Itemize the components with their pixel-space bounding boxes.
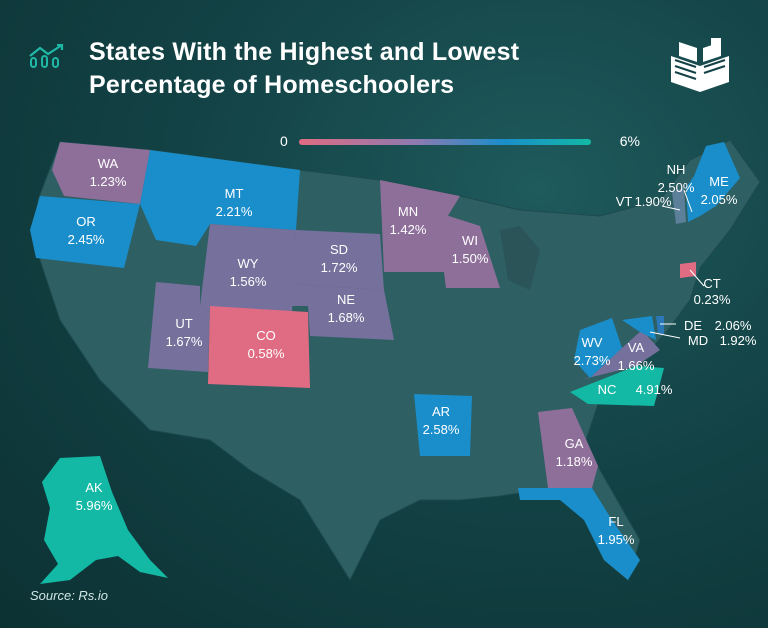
label-ne-code: NE (337, 292, 355, 307)
legend-max-label: 6% (619, 133, 640, 149)
state-nc (570, 366, 664, 406)
label-mn-value: 1.42% (390, 222, 427, 237)
label-ak-code: AK (85, 480, 103, 495)
state-fl (518, 488, 640, 580)
label-co-value: 0.58% (248, 346, 285, 361)
title-line-1: States With the Highest and Lowest (89, 38, 520, 66)
label-nc-value: 4.91% (636, 382, 673, 397)
label-ar-value: 2.58% (423, 422, 460, 437)
title-line-2: Percentage of Homeschoolers (89, 71, 455, 99)
label-nh-code: NH (667, 162, 686, 177)
state-nh (686, 176, 700, 222)
state-mn (380, 180, 460, 272)
label-sd-code: SD (330, 242, 348, 257)
label-ga-code: GA (565, 436, 584, 451)
label-or-value: 2.45% (68, 232, 105, 247)
label-nc-code: NC (598, 382, 617, 397)
color-scale-legend: 0 6% (280, 130, 640, 154)
label-or-code: OR (76, 214, 96, 229)
open-book-logo-icon (671, 38, 729, 92)
state-co (208, 306, 310, 388)
label-va-value: 1.66% (618, 358, 655, 373)
label-vt-value: 1.90% (635, 194, 672, 209)
state-ak (40, 456, 168, 584)
label-wa-value: 1.23% (90, 174, 127, 189)
label-ar-code: AR (432, 404, 450, 419)
state-ut (148, 282, 210, 372)
label-ak-value: 5.96% (76, 498, 113, 513)
page-title: States With the Highest and Lowest Perce… (89, 36, 649, 102)
label-me-code: ME (709, 174, 729, 189)
state-ga (538, 408, 598, 488)
label-wi-code: WI (462, 233, 478, 248)
label-wi-value: 1.50% (452, 251, 489, 266)
label-ct-code: CT (703, 276, 720, 291)
state-vt (672, 188, 686, 224)
label-va-code: VA (628, 340, 645, 355)
md-leader-line (649, 331, 681, 339)
label-de-value: 2.06% (715, 318, 752, 333)
label-ut-code: UT (175, 316, 192, 331)
label-co-code: CO (256, 328, 276, 343)
label-md-value: 1.92% (720, 333, 757, 348)
nh-leader-line (683, 189, 693, 213)
label-ne-value: 1.68% (328, 310, 365, 325)
label-wv-value: 2.73% (574, 353, 611, 368)
vt-leader-line (661, 205, 681, 211)
label-sd-value: 1.72% (321, 260, 358, 275)
state-va (580, 330, 660, 380)
state-wi (430, 210, 500, 288)
label-md-code: MD (688, 333, 708, 348)
label-ga-value: 1.18% (556, 454, 593, 469)
state-wv (574, 318, 622, 378)
label-wa-code: WA (98, 156, 119, 171)
label-ct-value: 0.23% (694, 292, 731, 307)
state-ct (680, 262, 696, 278)
ct-leader-line (689, 269, 705, 287)
state-wy (200, 224, 296, 312)
chart-trend-icon (29, 44, 64, 68)
state-wa (52, 142, 150, 204)
label-de-code: DE (684, 318, 702, 333)
state-de (656, 316, 664, 334)
state-or (30, 196, 140, 268)
legend-gradient-bar (299, 139, 591, 145)
legend-min-label: 0 (280, 133, 288, 149)
label-mt-value: 2.21% (216, 204, 253, 219)
label-fl-value: 1.95% (598, 532, 635, 547)
label-wy-code: WY (238, 256, 259, 271)
state-mt (140, 150, 300, 246)
label-me-value: 2.05% (701, 192, 738, 207)
state-ar (414, 394, 472, 456)
state-md (622, 316, 656, 340)
label-mt-code: MT (225, 186, 244, 201)
state-me (694, 142, 740, 216)
label-ut-value: 1.67% (166, 334, 203, 349)
label-wv-code: WV (582, 335, 603, 350)
label-fl-code: FL (608, 514, 623, 529)
source-credit: Source: Rs.io (30, 588, 109, 603)
label-wy-value: 1.56% (230, 274, 267, 289)
label-mn-code: MN (398, 204, 418, 219)
great-lakes-michigan (500, 226, 540, 290)
label-nh-value: 2.50% (658, 180, 695, 195)
label-vt-code: VT (616, 194, 633, 209)
state-ne (292, 284, 394, 340)
state-sd (292, 230, 384, 290)
